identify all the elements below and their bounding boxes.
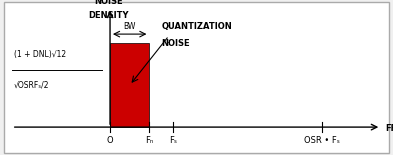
- Text: Fₙ: Fₙ: [145, 136, 153, 145]
- Text: NOISE: NOISE: [94, 0, 122, 6]
- Text: NOISE: NOISE: [161, 39, 190, 48]
- Text: (1 + DNL)√12: (1 + DNL)√12: [14, 50, 66, 59]
- Text: QUANTIZATION: QUANTIZATION: [161, 22, 232, 31]
- Text: √OSRFₛ/2: √OSRFₛ/2: [14, 81, 49, 90]
- Text: BW: BW: [123, 22, 136, 31]
- FancyBboxPatch shape: [4, 2, 389, 153]
- Text: FREQ: FREQ: [385, 124, 393, 133]
- Text: Fₛ: Fₛ: [169, 136, 177, 145]
- Text: O: O: [107, 136, 113, 145]
- Text: DENSITY: DENSITY: [88, 11, 129, 20]
- Text: OSR • Fₛ: OSR • Fₛ: [304, 136, 340, 145]
- Bar: [110, 43, 149, 127]
